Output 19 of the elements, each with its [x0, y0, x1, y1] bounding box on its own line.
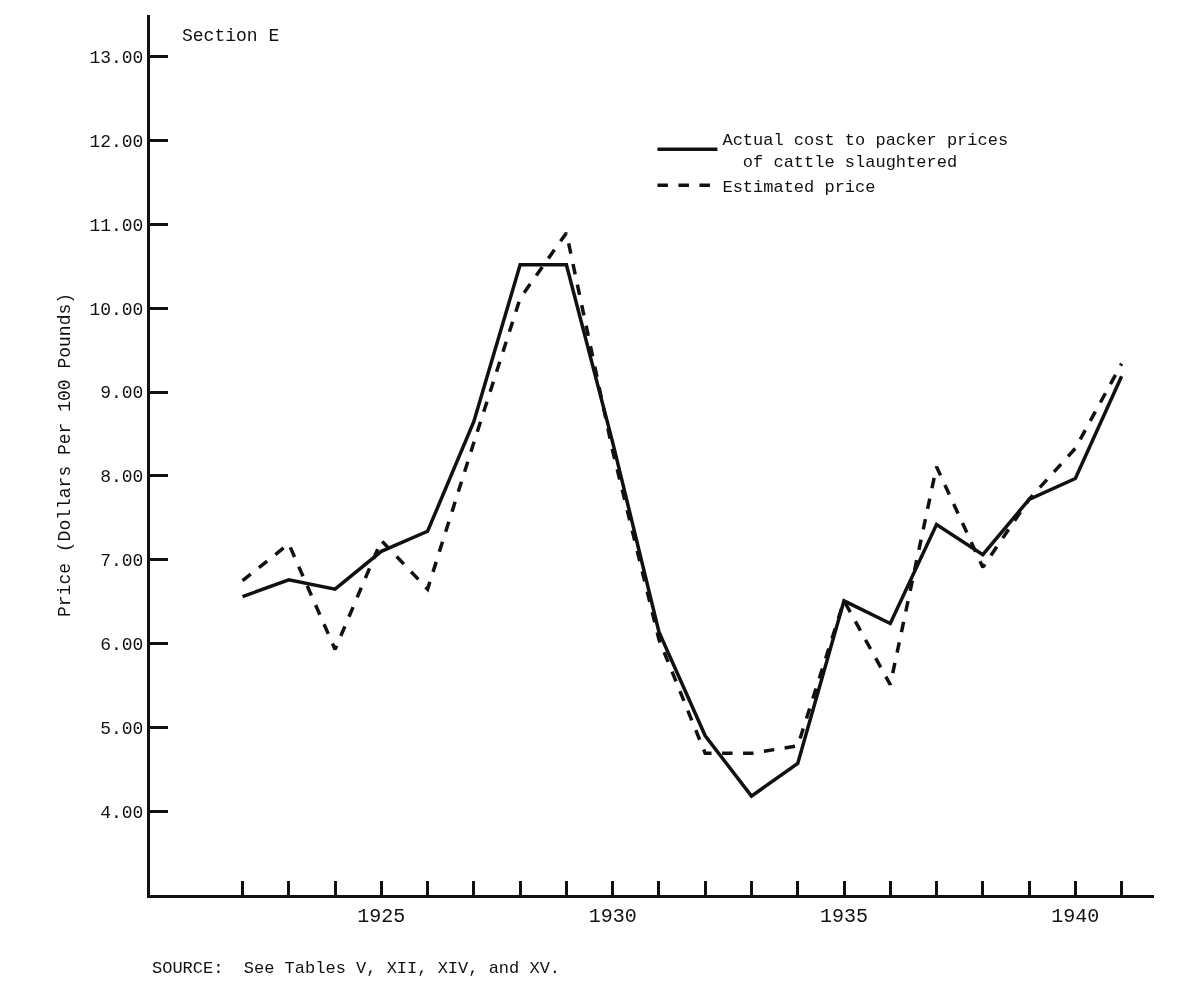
x-tick-label: 1940 — [1051, 905, 1100, 928]
y-axis-title: Price (Dollars Per 100 Pounds) — [54, 292, 75, 618]
y-tick-label: 4.00 — [100, 802, 144, 823]
x-tick-label: 1930 — [588, 905, 637, 928]
x-tick-label: 1925 — [357, 905, 406, 928]
y-tick-label: 9.00 — [100, 383, 144, 404]
y-tick-label: 12.00 — [89, 132, 144, 153]
x-tick-label: 1935 — [820, 905, 869, 928]
y-tick-label: 8.00 — [100, 467, 144, 488]
legend-label: Estimated price — [722, 177, 876, 197]
source-note: SOURCE: See Tables V, XII, XIV, and XV. — [152, 959, 561, 978]
text: Section E — [182, 26, 280, 46]
legend-label: Actual cost to packer prices of cattle slaughtered — [722, 130, 1009, 172]
y-tick-label: 6.00 — [100, 634, 144, 655]
y-tick-label: 7.00 — [100, 551, 144, 572]
y-tick-label: 13.00 — [89, 48, 144, 69]
y-tick-label: 10.00 — [89, 299, 144, 320]
y-tick-label: 5.00 — [100, 718, 144, 739]
y-tick-label: 11.00 — [89, 215, 144, 236]
